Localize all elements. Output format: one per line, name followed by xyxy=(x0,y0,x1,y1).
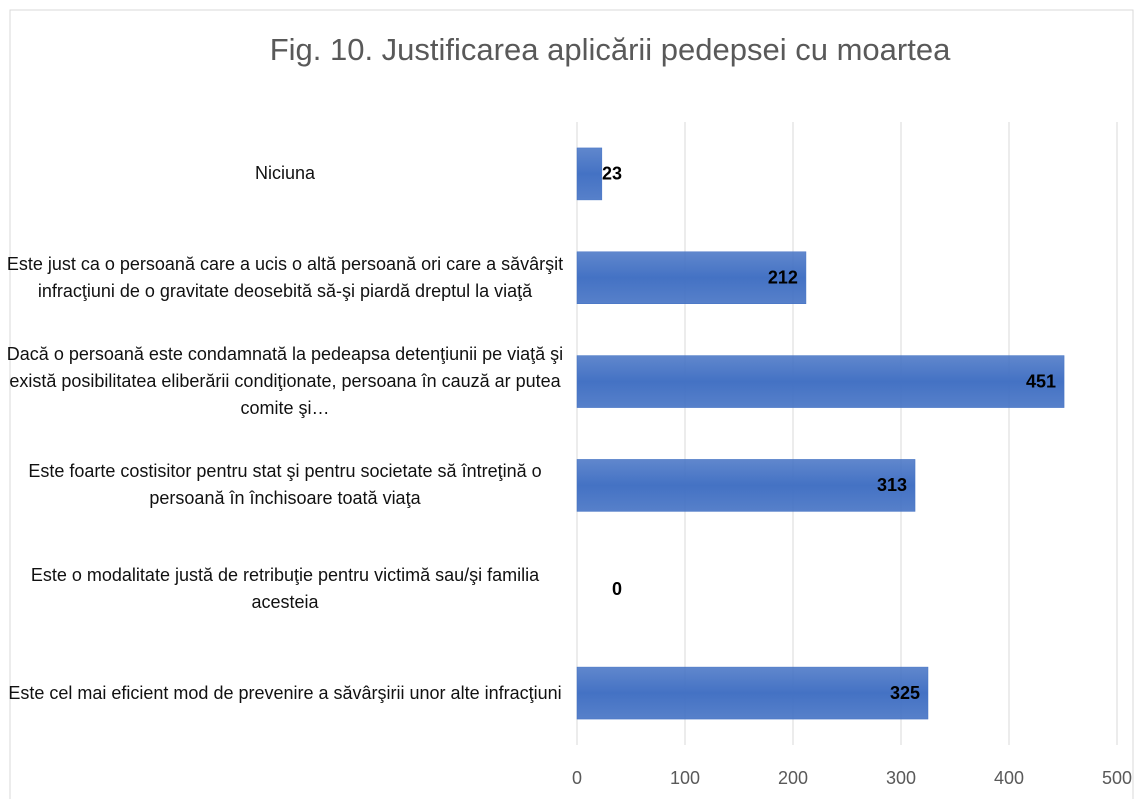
bar xyxy=(576,459,916,512)
bar xyxy=(576,355,1065,408)
bar xyxy=(576,666,929,720)
chart-border xyxy=(9,9,1134,799)
y-tick-label: Dacă o persoană este condamnată la pedea… xyxy=(6,344,564,419)
bar xyxy=(576,147,603,201)
y-tick-label: Niciuna xyxy=(254,163,316,184)
value-label: 23 xyxy=(602,164,622,184)
chart-title: Fig. 10. Justificarea aplicării pedepsei… xyxy=(270,32,951,67)
x-tick-label: 300 xyxy=(886,768,916,788)
value-label: 325 xyxy=(890,683,920,703)
y-tick-label: Este cel mai eficient mod de prevenire a… xyxy=(8,682,562,703)
x-tick-label: 500 xyxy=(1102,768,1132,788)
value-label: 0 xyxy=(612,579,622,599)
value-label: 212 xyxy=(768,268,798,288)
x-tick-label: 200 xyxy=(778,768,808,788)
y-tick-label: Este foarte costisitor pentru stat şi pe… xyxy=(28,461,542,509)
x-tick-label: 400 xyxy=(994,768,1024,788)
x-tick-label: 0 xyxy=(572,768,582,788)
y-tick-label: Este just ca o persoană care a ucis o al… xyxy=(6,253,564,301)
x-tick-label: 100 xyxy=(670,768,700,788)
bar xyxy=(576,251,807,304)
value-label: 451 xyxy=(1026,371,1056,391)
y-tick-label: Este o modalitate justă de retribuţie pe… xyxy=(30,565,540,613)
value-label: 313 xyxy=(877,475,907,495)
